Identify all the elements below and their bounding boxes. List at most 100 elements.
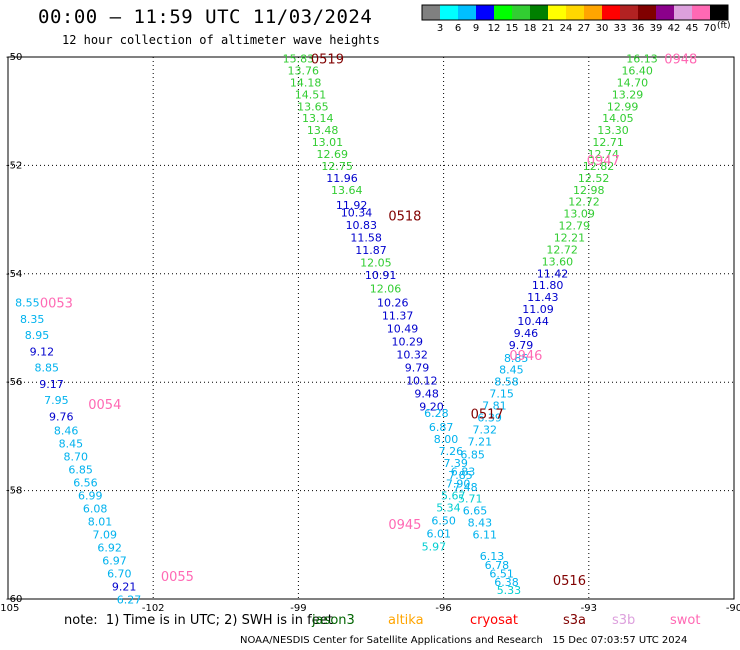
swh-value-label: 6.38	[494, 576, 519, 589]
swh-value-label: 6.97	[102, 555, 127, 568]
swh-value-label: 6.01	[427, 527, 452, 540]
swh-value-label: 12.99	[607, 100, 639, 113]
pass-time-label: 0518	[388, 209, 421, 224]
swh-value-label: 13.30	[597, 124, 629, 137]
swh-value-label: 11.92	[336, 199, 368, 212]
swh-value-label: 8.55	[15, 297, 40, 310]
pass-time-label: 0947	[587, 154, 620, 169]
colorbar-tick-label: 27	[578, 23, 591, 34]
colorbar-swatch	[476, 5, 494, 20]
swh-value-label: 6.83	[451, 466, 476, 479]
pass-time-label: 0945	[388, 518, 421, 533]
y-tick-label: -50	[6, 52, 22, 63]
swh-value-label: 10.12	[406, 375, 438, 388]
swh-value-label: 12.69	[317, 148, 349, 161]
swh-value-label: 13.64	[331, 184, 363, 197]
swh-value-label: 8.58	[494, 376, 519, 389]
note-text: note: 1) Time is in UTC; 2) SWH is in fe…	[64, 613, 333, 628]
swh-value-label: 6.39	[477, 411, 502, 424]
swh-value-label: 15.83	[283, 53, 315, 66]
swh-value-label: 12.72	[568, 196, 600, 209]
colorbar-tick-label: 36	[632, 23, 645, 34]
x-tick-label: -105	[0, 603, 19, 614]
swh-value-label: 8.70	[64, 450, 89, 463]
swh-value-label: 6.51	[489, 568, 514, 581]
colorbar-swatch	[566, 5, 584, 20]
swh-value-label: 5.71	[458, 493, 483, 506]
colorbar-tick-label: 33	[614, 23, 627, 34]
swh-value-label: 13.29	[612, 88, 644, 101]
colorbar-unit: (ft)	[717, 21, 731, 31]
swh-value-label: 6.56	[73, 476, 98, 489]
swh-value-label: 12.06	[370, 282, 402, 295]
pass-time-label: 0517	[471, 408, 504, 423]
x-tick-label: -102	[142, 603, 165, 614]
colorbar-swatch	[512, 5, 530, 20]
swh-value-label: 7.32	[472, 423, 497, 436]
swh-value-label: 8.95	[25, 329, 50, 342]
swh-value-label: 14.18	[290, 76, 322, 89]
x-tick-label: -93	[581, 603, 597, 614]
swh-value-label: 12.79	[559, 220, 591, 233]
swh-value-label: 6.78	[485, 559, 510, 572]
colorbar-swatch	[530, 5, 548, 20]
swh-value-label: 6.13	[480, 550, 505, 563]
colorbar-tick-label: 6	[455, 23, 461, 34]
colorbar-frame	[421, 4, 729, 21]
colorbar-swatch	[656, 5, 674, 20]
swh-value-label: 11.42	[537, 267, 569, 280]
y-tick-label: -56	[6, 377, 22, 388]
swh-value-label: 7.85	[448, 469, 473, 482]
pass-time-label: 0946	[509, 349, 542, 364]
colorbar-swatch	[422, 5, 440, 20]
swh-value-label: 9.76	[49, 410, 74, 423]
sat-s3b: s3b	[612, 613, 636, 628]
swh-value-label: 11.96	[326, 172, 358, 185]
swh-value-label: 13.65	[297, 100, 329, 113]
swh-value-label: 13.14	[302, 112, 334, 125]
x-tick-label: -90	[726, 603, 740, 614]
swh-value-label: 8.45	[59, 437, 84, 450]
y-tick-label: -58	[6, 486, 22, 497]
swh-value-label: 8.43	[468, 517, 493, 530]
colorbar-tick-label: 9	[473, 23, 479, 34]
x-tick-label: -99	[290, 603, 306, 614]
swh-value-label: 7.81	[482, 400, 507, 413]
swh-value-label: 12.75	[321, 160, 353, 173]
swh-value-label: 12.05	[360, 256, 392, 269]
swh-value-label: 14.51	[295, 88, 327, 101]
colorbar-swatch	[602, 5, 620, 20]
swh-value-label: 9.79	[509, 339, 534, 352]
sat-swot: swot	[670, 613, 701, 628]
sat-jason3: jason3	[312, 613, 355, 628]
pass-time-label: 0516	[553, 574, 586, 589]
swh-value-label: 6.08	[83, 502, 108, 515]
footer-credit: NOAA/NESDIS Center for Satellite Applica…	[240, 635, 688, 646]
swh-value-label: 12.72	[546, 243, 578, 256]
swh-value-label: 11.09	[522, 303, 554, 316]
swh-value-label: 12.82	[583, 160, 615, 173]
swh-value-label: 11.87	[355, 244, 387, 257]
colorbar-swatch	[458, 5, 476, 20]
colorbar-swatch	[674, 5, 692, 20]
swh-value-label: 6.27	[117, 594, 142, 607]
swh-value-label: 12.21	[554, 231, 586, 244]
swh-value-label: 10.29	[392, 336, 424, 349]
pass-time-label: 0053	[40, 297, 73, 312]
swh-value-label: 10.83	[346, 219, 378, 232]
swh-value-label: 7.90	[446, 478, 471, 491]
swh-value-label: 8.45	[499, 364, 524, 377]
swh-value-label: 12.71	[592, 136, 624, 149]
swh-value-label: 10.32	[396, 349, 428, 362]
swh-value-label: 8.00	[434, 433, 459, 446]
colorbar-tick-label: 30	[596, 23, 609, 34]
swh-value-label: 9.21	[112, 581, 137, 594]
swh-value-label: 13.76	[287, 65, 319, 78]
swh-value-label: 12.74	[588, 148, 620, 161]
sat-cryosat: cryosat	[470, 613, 518, 628]
swh-value-label: 6.28	[424, 407, 449, 420]
swh-value-label: 5.33	[497, 584, 522, 597]
colorbar-swatch	[620, 5, 638, 20]
